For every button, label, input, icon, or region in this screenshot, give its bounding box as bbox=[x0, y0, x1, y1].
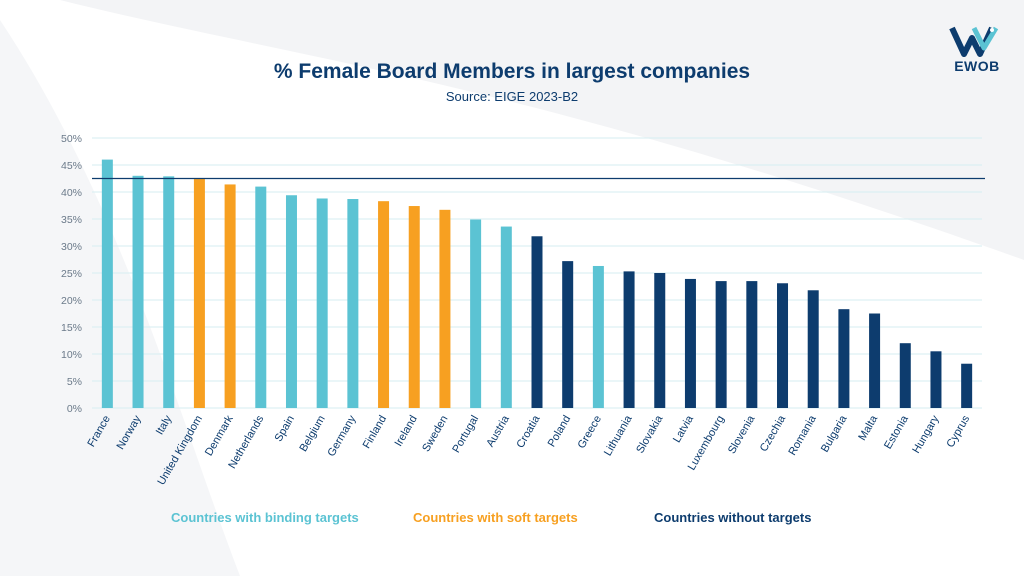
bar-latvia bbox=[684, 278, 696, 408]
x-tick-label: Norway bbox=[115, 413, 144, 452]
bar-austria bbox=[500, 226, 512, 408]
x-tick-label: Portugal bbox=[450, 414, 481, 455]
bar-germany bbox=[347, 199, 359, 408]
x-tick-label: Romania bbox=[786, 413, 819, 458]
x-tick-label: Czechia bbox=[758, 413, 789, 454]
bar-spain bbox=[285, 195, 297, 408]
x-tick-label: Lithuania bbox=[602, 413, 635, 458]
bar-malta bbox=[869, 313, 881, 408]
bar-czechia bbox=[777, 283, 789, 408]
y-tick-label: 20% bbox=[61, 295, 82, 307]
bar-greece bbox=[592, 265, 604, 408]
bar-finland bbox=[378, 201, 390, 408]
y-tick-label: 30% bbox=[61, 241, 82, 253]
legend-binding-targets: Countries with binding targets bbox=[171, 510, 359, 525]
y-tick-label: 40% bbox=[61, 187, 82, 199]
bar-cyprus bbox=[961, 363, 973, 408]
bar-poland bbox=[562, 261, 574, 408]
bar-ireland bbox=[408, 206, 420, 408]
bar-estonia bbox=[899, 343, 911, 408]
x-tick-label: Germany bbox=[325, 413, 358, 459]
x-tick-label: Slovakia bbox=[634, 413, 666, 456]
bar-slovakia bbox=[654, 273, 666, 408]
x-tick-label: Finland bbox=[361, 414, 389, 451]
bar-slovenia bbox=[746, 281, 758, 408]
bar-norway bbox=[132, 175, 144, 408]
bar-luxembourg bbox=[715, 281, 727, 408]
x-tick-label: Ireland bbox=[393, 414, 420, 449]
bar-belgium bbox=[316, 198, 328, 408]
x-tick-label: Bulgaria bbox=[819, 413, 850, 455]
x-tick-label: Denmark bbox=[203, 413, 236, 458]
x-tick-label: Estonia bbox=[882, 413, 911, 452]
chart-subtitle: Source: EIGE 2023-B2 bbox=[445, 89, 579, 104]
bar-denmark bbox=[224, 184, 236, 408]
x-tick-label: France bbox=[85, 414, 113, 450]
bar-portugal bbox=[470, 219, 482, 408]
x-tick-label: Belgium bbox=[298, 414, 328, 454]
y-tick-label: 10% bbox=[61, 349, 82, 361]
x-tick-label: Hungary bbox=[910, 413, 941, 455]
bar-croatia bbox=[531, 236, 543, 408]
chart-title: % Female Board Members in largest compan… bbox=[273, 60, 751, 83]
y-tick-label: 35% bbox=[61, 214, 82, 226]
ewob-logo-icon bbox=[949, 26, 999, 57]
bar-hungary bbox=[930, 351, 942, 408]
bar-italy bbox=[163, 176, 175, 408]
bar-romania bbox=[807, 290, 819, 408]
bar-united-kingdom bbox=[193, 179, 205, 408]
y-tick-label: 5% bbox=[67, 376, 82, 388]
x-tick-label: Latvia bbox=[671, 413, 697, 445]
bar-france bbox=[101, 159, 113, 408]
y-tick-label: 45% bbox=[61, 160, 82, 172]
x-tick-label: Slovenia bbox=[726, 413, 758, 456]
x-tick-label: Austria bbox=[484, 413, 512, 449]
x-tick-label: Croatia bbox=[514, 413, 543, 450]
bar-sweden bbox=[439, 209, 451, 408]
bar-lithuania bbox=[623, 271, 635, 408]
x-tick-label: Cyprus bbox=[944, 413, 972, 450]
y-tick-label: 15% bbox=[61, 322, 82, 334]
y-tick-label: 25% bbox=[61, 268, 82, 280]
legend-no-targets: Countries without targets bbox=[654, 510, 812, 525]
y-tick-label: 50% bbox=[61, 133, 82, 145]
x-tick-label: Sweden bbox=[420, 414, 450, 454]
x-tick-label: Spain bbox=[273, 414, 297, 444]
x-tick-label: Greece bbox=[576, 414, 604, 451]
y-tick-label: 0% bbox=[67, 403, 82, 415]
x-tick-label: Malta bbox=[856, 413, 880, 443]
bar-bulgaria bbox=[838, 309, 850, 408]
x-tick-label: Poland bbox=[546, 414, 574, 450]
bar-netherlands bbox=[255, 186, 267, 408]
x-tick-label: Italy bbox=[154, 413, 175, 437]
logo-text: EWOB bbox=[954, 58, 1000, 74]
legend-soft-targets: Countries with soft targets bbox=[413, 510, 578, 525]
